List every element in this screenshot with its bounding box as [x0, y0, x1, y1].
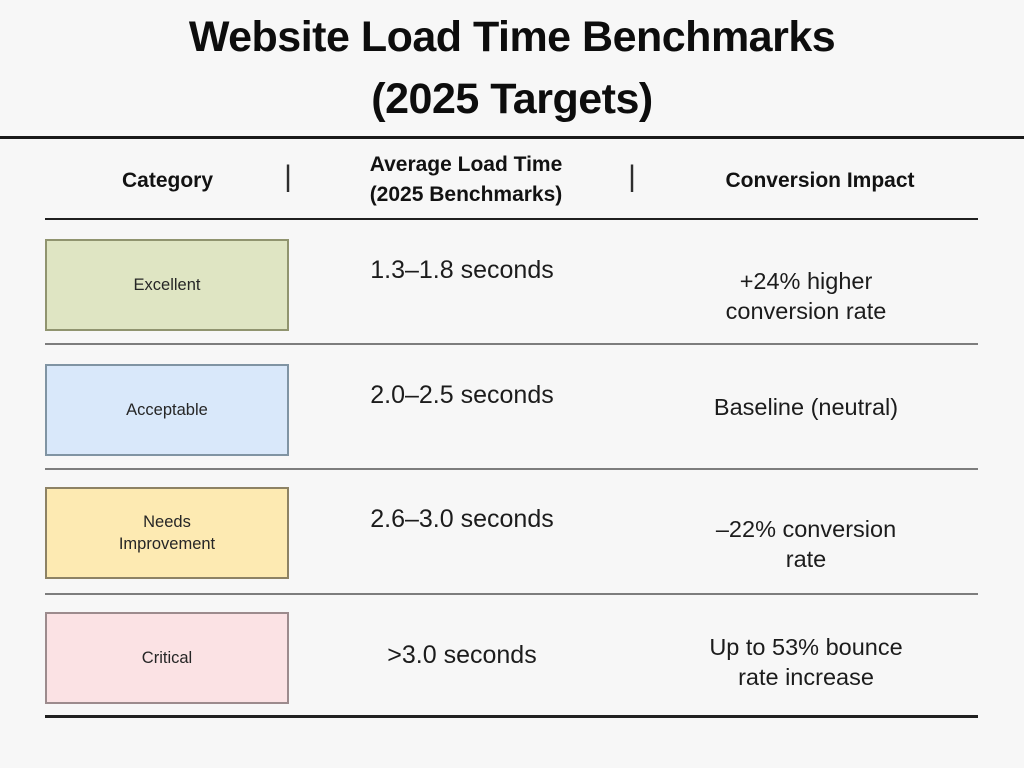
category-badge-acceptable: Acceptable: [45, 364, 289, 456]
column-header-category: Category: [121, 169, 214, 192]
conversion-impact-value: Baseline (neutral): [713, 394, 899, 420]
load-time-value: 2.0–2.5 seconds: [370, 381, 554, 409]
table-bottom-rule: [45, 715, 978, 718]
category-badge-critical: Critical: [45, 612, 289, 704]
load-time-value: 1.3–1.8 seconds: [370, 256, 554, 284]
row-divider: [45, 468, 978, 470]
category-badge-needs-improvement: Needs Improvement: [45, 487, 289, 579]
conversion-impact-value: –22% conversion rate: [715, 516, 897, 572]
conversion-impact-value: Up to 53% bounce rate increase: [709, 634, 903, 690]
row-divider: [45, 343, 978, 345]
load-time-value: 2.6–3.0 seconds: [370, 505, 554, 533]
page-title: Website Load Time Benchmarks (2025 Targe…: [188, 13, 836, 123]
title-divider-rule: [0, 136, 1024, 139]
header-underline-rule: [45, 218, 978, 220]
column-separator: |: [284, 160, 292, 193]
conversion-impact-value: +24% higher conversion rate: [725, 268, 887, 324]
column-separator: |: [628, 160, 636, 193]
category-badge-excellent: Excellent: [45, 239, 289, 331]
column-header-load-time: Average Load Time (2025 Benchmarks): [369, 153, 563, 206]
column-header-conversion-impact: Conversion Impact: [725, 169, 915, 192]
load-time-value: >3.0 seconds: [387, 641, 537, 669]
row-divider: [45, 593, 978, 595]
